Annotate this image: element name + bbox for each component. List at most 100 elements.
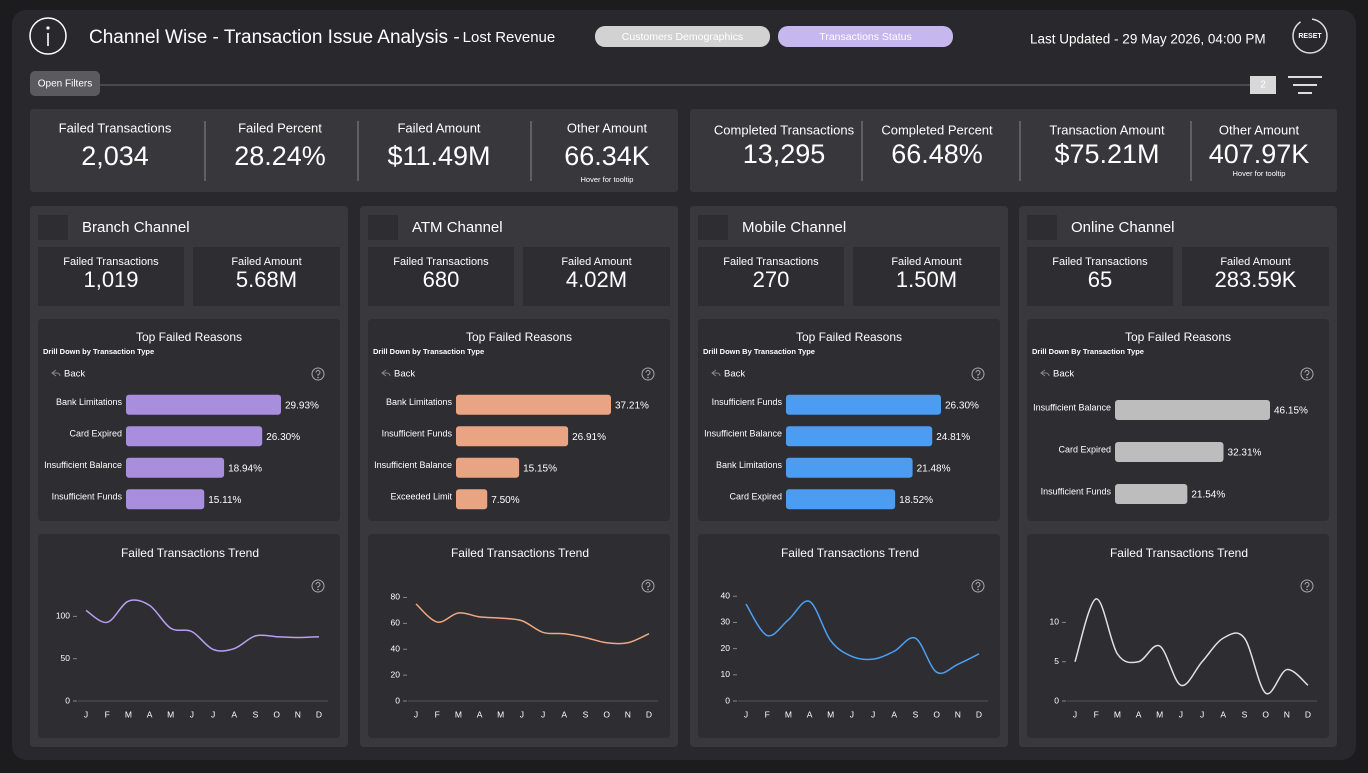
channel-kpi-label: Failed Amount bbox=[1220, 256, 1290, 268]
back-button: Back bbox=[1053, 369, 1074, 380]
x-tick-label: M bbox=[785, 709, 792, 719]
help-glyph bbox=[645, 582, 651, 588]
help-dot bbox=[977, 588, 979, 591]
x-tick-label: J bbox=[211, 709, 215, 719]
back-arrow bbox=[381, 369, 391, 377]
x-tick-label: F bbox=[105, 709, 110, 719]
bar-category-label: Insufficient Funds bbox=[712, 397, 783, 407]
back-arrow bbox=[1040, 369, 1050, 377]
kpi-label: Other Amount bbox=[1219, 122, 1300, 137]
bar-chart-box bbox=[368, 319, 670, 521]
help-dot bbox=[647, 376, 649, 379]
help-icon[interactable] bbox=[311, 367, 325, 381]
channel-title: ATM Channel bbox=[412, 219, 503, 236]
x-tick-label: O bbox=[603, 709, 610, 719]
help-dot bbox=[977, 376, 979, 379]
reset-label: RESET bbox=[1298, 33, 1322, 40]
bar-category-label: Insufficient Balance bbox=[374, 460, 452, 470]
trend-line bbox=[745, 600, 980, 674]
bar bbox=[786, 457, 913, 478]
bar-value-label: 15.15% bbox=[523, 463, 557, 474]
help-icon[interactable] bbox=[971, 367, 985, 381]
x-tick-label: M bbox=[455, 709, 462, 719]
help-icon[interactable] bbox=[971, 579, 985, 593]
help-circle bbox=[971, 579, 985, 593]
bar bbox=[456, 457, 520, 478]
help-icon[interactable] bbox=[1300, 579, 1314, 593]
channel-kpi-box bbox=[853, 247, 1000, 306]
bar-value-label: 18.52% bbox=[899, 495, 933, 506]
help-circle bbox=[1300, 579, 1314, 593]
bar-value-label: 37.21% bbox=[615, 400, 649, 411]
x-tick-label: F bbox=[435, 709, 440, 719]
x-tick-label: J bbox=[414, 709, 418, 719]
info-icon[interactable] bbox=[29, 17, 67, 55]
y-tick-label: 0 bbox=[1054, 695, 1059, 705]
kpi-label: Completed Transactions bbox=[714, 122, 855, 137]
title-main: Channel Wise - Transaction Issue Analysi… bbox=[89, 27, 460, 48]
help-icon[interactable] bbox=[641, 367, 655, 381]
x-tick-label: M bbox=[497, 709, 504, 719]
channel-icon bbox=[368, 215, 398, 240]
kpi-value: 407.97K bbox=[1209, 139, 1310, 169]
y-tick-label: 60 bbox=[391, 618, 401, 628]
help-dot bbox=[317, 588, 319, 591]
line-chart-box bbox=[1027, 534, 1329, 738]
x-tick-label: O bbox=[1262, 709, 1269, 719]
tab-button[interactable] bbox=[778, 26, 953, 47]
bar-chart-title: Top Failed Reasons bbox=[466, 330, 572, 344]
channel-kpi-label: Failed Transactions bbox=[723, 256, 819, 268]
filter-icon[interactable] bbox=[1288, 76, 1322, 94]
y-tick-label: 100 bbox=[56, 611, 70, 621]
help-icon[interactable] bbox=[641, 579, 655, 593]
bar bbox=[126, 457, 225, 478]
bar-chart-title: Top Failed Reasons bbox=[136, 330, 242, 344]
kpi-value: 13,295 bbox=[743, 139, 826, 169]
bar-value-label: 15.11% bbox=[208, 495, 241, 506]
x-tick-label: J bbox=[1073, 709, 1077, 719]
x-tick-label: F bbox=[1094, 709, 1099, 719]
help-icon[interactable] bbox=[311, 579, 325, 593]
x-tick-label: N bbox=[295, 709, 301, 719]
trend-line bbox=[415, 603, 650, 645]
back-arrow bbox=[711, 369, 721, 377]
bar-value-label: 18.94% bbox=[228, 463, 262, 474]
y-tick-label: 10 bbox=[1050, 617, 1060, 627]
x-tick-label: J bbox=[744, 709, 748, 719]
channel-kpi-box bbox=[193, 247, 340, 306]
x-tick-label: A bbox=[1220, 709, 1226, 719]
back-button: Back bbox=[64, 369, 85, 380]
bar bbox=[126, 394, 281, 415]
bar-category-label: Exceeded Limit bbox=[390, 492, 452, 502]
reset-icon[interactable] bbox=[1292, 18, 1328, 54]
x-tick-label: A bbox=[1136, 709, 1142, 719]
kpi-label: Failed Percent bbox=[238, 120, 322, 135]
help-glyph bbox=[1304, 582, 1310, 588]
kpi-label: Other Amount bbox=[567, 120, 648, 135]
x-tick-label: A bbox=[477, 709, 483, 719]
channel-kpi-value: 270 bbox=[753, 267, 790, 292]
help-dot bbox=[1306, 376, 1308, 379]
help-glyph bbox=[975, 370, 981, 376]
tab-button[interactable] bbox=[595, 26, 770, 47]
open-filters-label: Open Filters bbox=[38, 79, 92, 90]
y-tick-label: 0 bbox=[725, 695, 730, 705]
kpi-value: 66.34K bbox=[564, 141, 650, 171]
x-tick-label: M bbox=[125, 709, 132, 719]
x-tick-label: M bbox=[827, 709, 834, 719]
channel-kpi-label: Failed Amount bbox=[231, 256, 301, 268]
channel-kpi-value: 4.02M bbox=[566, 267, 627, 292]
channel-title: Online Channel bbox=[1071, 219, 1174, 236]
y-tick-label: 10 bbox=[721, 669, 731, 679]
x-tick-label: J bbox=[1179, 709, 1183, 719]
bar-category-label: Bank Limitations bbox=[56, 397, 123, 407]
help-icon[interactable] bbox=[1300, 367, 1314, 381]
x-tick-label: A bbox=[231, 709, 237, 719]
line-chart-title: Failed Transactions Trend bbox=[1110, 546, 1248, 560]
channel-kpi-value: 283.59K bbox=[1215, 267, 1297, 292]
x-tick-label: S bbox=[1242, 709, 1248, 719]
channel-kpi-label: Failed Transactions bbox=[63, 256, 159, 268]
open-filters-button[interactable] bbox=[30, 71, 100, 96]
